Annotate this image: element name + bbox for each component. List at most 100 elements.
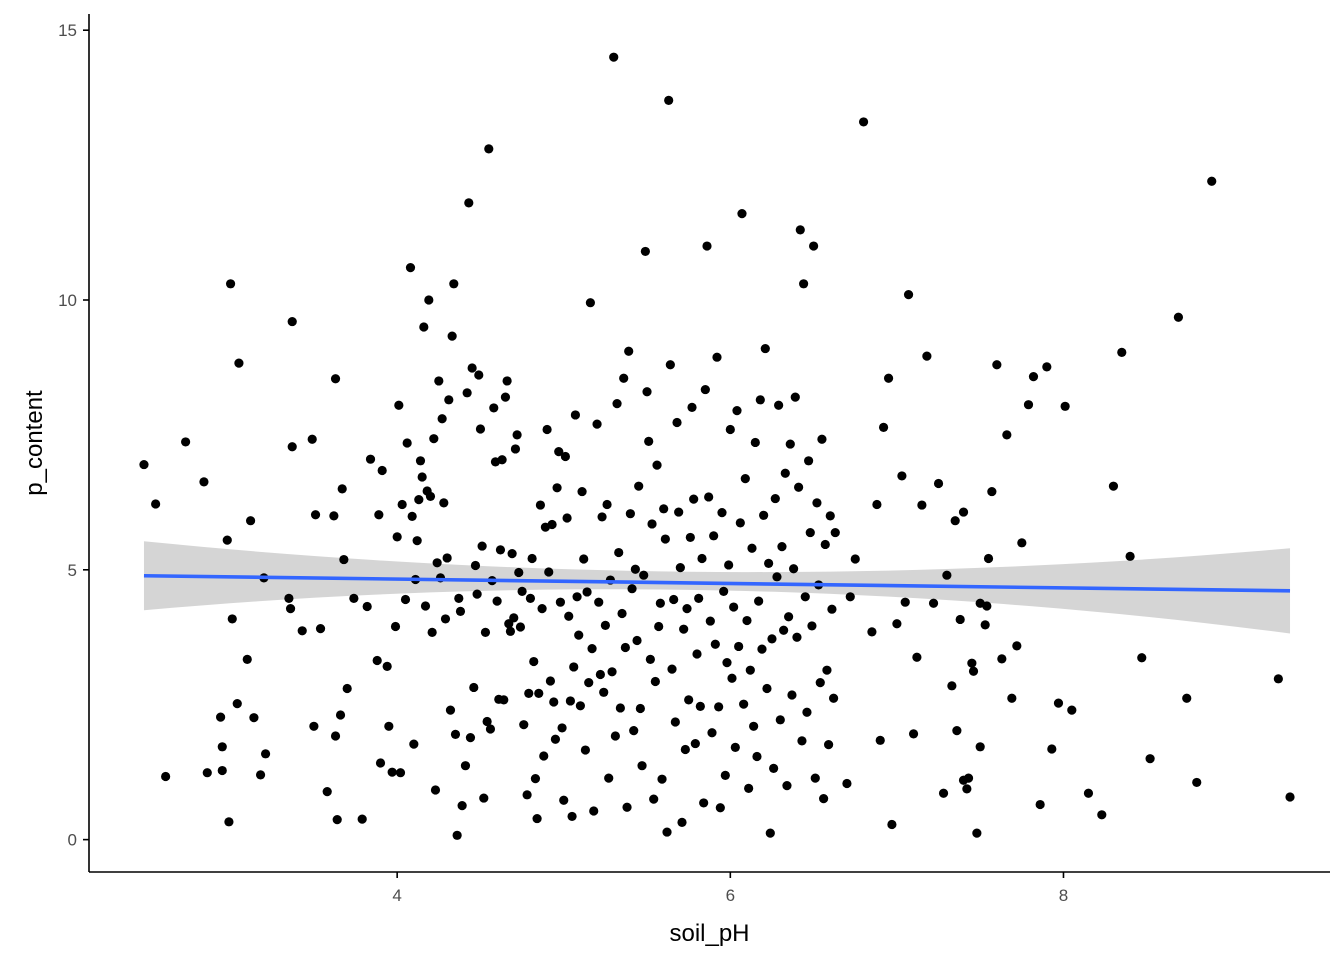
- data-point: [1028, 372, 1039, 382]
- data-point: [495, 545, 506, 555]
- data-point: [559, 795, 569, 805]
- y-tick-label: 10: [58, 291, 77, 310]
- data-point: [747, 543, 757, 553]
- data-point: [330, 731, 341, 741]
- data-point: [415, 456, 426, 466]
- data-point: [309, 721, 319, 731]
- data-point: [619, 373, 629, 383]
- data-point: [139, 459, 149, 470]
- data-point: [512, 430, 522, 440]
- data-point: [630, 564, 640, 574]
- data-point: [529, 656, 539, 667]
- data-point: [714, 702, 724, 712]
- data-point: [245, 516, 256, 526]
- data-point: [260, 749, 271, 759]
- data-point: [224, 817, 234, 827]
- data-point: [967, 658, 977, 668]
- x-axis-ticks: 4 6 8: [392, 872, 1068, 905]
- data-point: [1002, 430, 1012, 440]
- data-point: [569, 662, 579, 672]
- data-point: [470, 560, 481, 571]
- data-point: [549, 697, 559, 707]
- data-point: [485, 724, 496, 734]
- data-point: [620, 642, 630, 653]
- data-point: [599, 687, 609, 697]
- data-point: [562, 513, 572, 523]
- data-point: [597, 512, 607, 522]
- data-point: [434, 376, 444, 386]
- data-point: [417, 472, 427, 482]
- data-point: [429, 434, 439, 444]
- data-point: [412, 536, 422, 546]
- data-point: [717, 508, 727, 518]
- data-point: [679, 624, 689, 634]
- data-point: [1012, 641, 1022, 651]
- data-point: [329, 511, 339, 521]
- data-point: [537, 604, 547, 614]
- data-point: [903, 290, 914, 300]
- data-point: [878, 422, 889, 432]
- data-point: [810, 773, 820, 783]
- data-point: [469, 682, 479, 693]
- data-point: [789, 564, 799, 574]
- data-point: [792, 632, 802, 642]
- data-point: [685, 532, 695, 543]
- data-point: [1207, 176, 1217, 186]
- data-point: [742, 615, 752, 626]
- data-point: [955, 614, 965, 625]
- data-point: [1192, 777, 1202, 788]
- data-point: [362, 601, 372, 612]
- data-point: [754, 596, 764, 606]
- data-point: [425, 491, 436, 502]
- data-point: [407, 511, 417, 521]
- data-point: [365, 454, 376, 464]
- data-point: [432, 558, 442, 568]
- data-point: [555, 597, 566, 607]
- data-point: [649, 794, 659, 804]
- data-point: [610, 731, 620, 741]
- data-point: [672, 417, 682, 428]
- data-point: [674, 507, 684, 517]
- data-point: [787, 690, 797, 700]
- data-point: [225, 279, 236, 289]
- data-point: [640, 246, 650, 257]
- data-point: [912, 652, 922, 662]
- data-point: [585, 298, 596, 308]
- x-tick-label: 8: [1059, 886, 1068, 905]
- data-point: [819, 794, 829, 804]
- data-point: [725, 424, 735, 435]
- data-point: [917, 500, 927, 510]
- data-point: [522, 790, 532, 800]
- data-point: [342, 683, 352, 694]
- data-point: [629, 726, 639, 736]
- data-point: [827, 604, 837, 614]
- data-point: [724, 560, 734, 570]
- data-point: [514, 567, 524, 578]
- data-point: [790, 392, 800, 402]
- data-point: [775, 715, 785, 725]
- data-point: [997, 654, 1007, 664]
- data-point: [315, 624, 326, 634]
- data-point: [615, 703, 625, 713]
- data-point: [564, 611, 574, 621]
- data-point: [419, 322, 429, 332]
- data-point: [1108, 481, 1119, 491]
- data-point: [222, 535, 232, 545]
- data-point: [307, 434, 317, 444]
- data-point: [202, 768, 212, 778]
- data-point: [454, 593, 464, 604]
- data-point: [675, 563, 685, 573]
- data-point: [405, 263, 416, 273]
- data-point: [482, 716, 492, 727]
- data-point: [635, 703, 645, 714]
- data-point: [958, 775, 969, 785]
- data-point: [704, 492, 714, 502]
- data-point: [719, 586, 729, 597]
- data-point: [517, 586, 527, 597]
- data-point: [797, 736, 807, 746]
- data-point: [680, 744, 690, 755]
- data-point: [858, 117, 869, 127]
- data-point: [769, 763, 779, 773]
- data-point: [1023, 400, 1034, 410]
- data-point: [900, 597, 910, 607]
